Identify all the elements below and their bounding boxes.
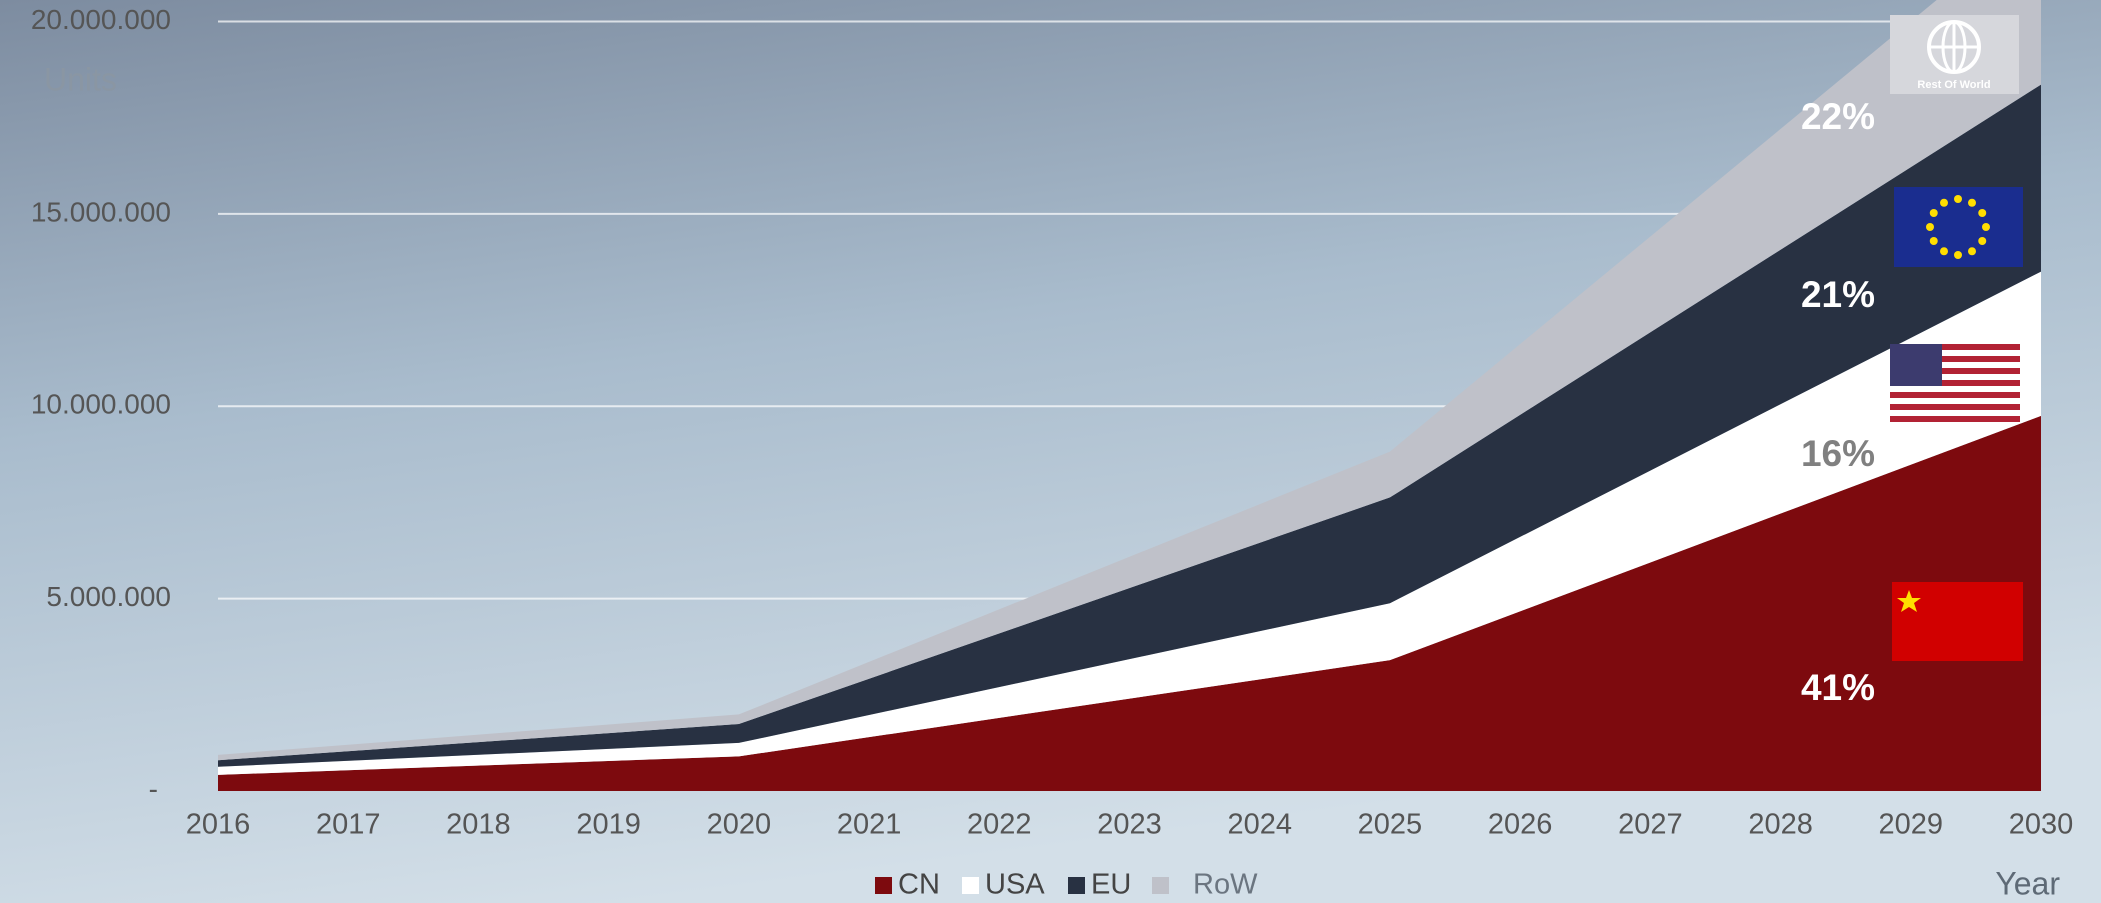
area <box>218 84 2041 767</box>
cn-flag <box>1892 582 2023 661</box>
eu-star <box>1978 237 1987 245</box>
plot-area: - 5.000.000 10.000.000 15.000.000 20.000.000… <box>31 0 2073 901</box>
eu-star <box>1954 251 1962 259</box>
legend-swatch <box>1068 877 1085 894</box>
legend-swatch <box>1152 877 1169 894</box>
area <box>218 0 2041 761</box>
share-label: 21% <box>1801 274 1875 315</box>
share-label: 22% <box>1801 96 1875 137</box>
eu-star <box>1978 209 1987 217</box>
cn-flag-bg <box>1892 582 2023 661</box>
us-stripe <box>1890 416 2020 422</box>
y-tick-label: 5.000.000 <box>46 581 171 612</box>
legend-label: RoW <box>1193 869 1258 901</box>
area <box>218 415 2041 791</box>
x-tick-label: 2021 <box>837 809 902 841</box>
share-label: 16% <box>1801 433 1875 474</box>
legend-label: EU <box>1091 869 1131 901</box>
us-stripe <box>1890 356 2020 362</box>
eu-star <box>1982 223 1990 231</box>
x-tick-label: 2030 <box>2009 809 2074 841</box>
legend-label: CN <box>898 869 940 901</box>
eu-flag <box>1894 187 2023 267</box>
y-tick-label: - <box>149 773 158 804</box>
eu-star <box>1940 247 1948 256</box>
us-stripe <box>1890 344 2020 350</box>
row-icon-label: Rest Of World <box>1917 79 1990 91</box>
flag-icons: Rest Of World <box>1890 15 2023 661</box>
x-tick-label: 2022 <box>967 809 1032 841</box>
eu-star <box>1954 195 1962 203</box>
x-tick-label: 2029 <box>1879 809 1944 841</box>
area <box>218 271 2041 775</box>
legend-label: USA <box>985 869 1045 901</box>
x-tick-label: 2017 <box>316 809 381 841</box>
x-tick-label: 2025 <box>1358 809 1423 841</box>
eu-stars <box>1926 195 1990 259</box>
us-stripe <box>1890 368 2020 374</box>
legend-swatch <box>962 877 979 894</box>
eu-star <box>1968 247 1976 256</box>
y-tick-label: 20.000.000 <box>31 4 171 35</box>
x-tick-label: 2018 <box>446 809 511 841</box>
eu-star <box>1926 223 1934 231</box>
row-icon: Rest Of World <box>1890 15 2019 94</box>
cn-star <box>1897 590 1921 612</box>
us-stripes <box>1890 344 2020 422</box>
x-tick-label: 2020 <box>707 809 772 841</box>
x-axis-label: Year <box>1995 865 2060 901</box>
eu-star <box>1929 237 1938 245</box>
x-tick-label: 2028 <box>1748 809 1813 841</box>
y-tick-label: 10.000.000 <box>31 389 171 420</box>
x-tick-label: 2016 <box>186 809 251 841</box>
x-tick-label: 2024 <box>1227 809 1292 841</box>
x-tick-label: 2023 <box>1097 809 1162 841</box>
y-tick-label: 15.000.000 <box>31 196 171 227</box>
share-label: 41% <box>1801 667 1875 708</box>
us-stripe <box>1890 380 2020 386</box>
us-stripe <box>1890 392 2020 398</box>
eu-star <box>1929 209 1938 217</box>
x-tick-label: 2027 <box>1618 809 1683 841</box>
eu-star <box>1940 198 1948 207</box>
us-stripe <box>1890 404 2020 410</box>
eu-star <box>1968 198 1976 207</box>
x-tick-label: 2019 <box>576 809 641 841</box>
x-tick-label: 2026 <box>1488 809 1553 841</box>
us-canton <box>1890 344 1942 386</box>
legend-swatch <box>875 877 892 894</box>
us-flag <box>1890 344 2020 422</box>
y-axis-label: Units <box>44 61 117 97</box>
